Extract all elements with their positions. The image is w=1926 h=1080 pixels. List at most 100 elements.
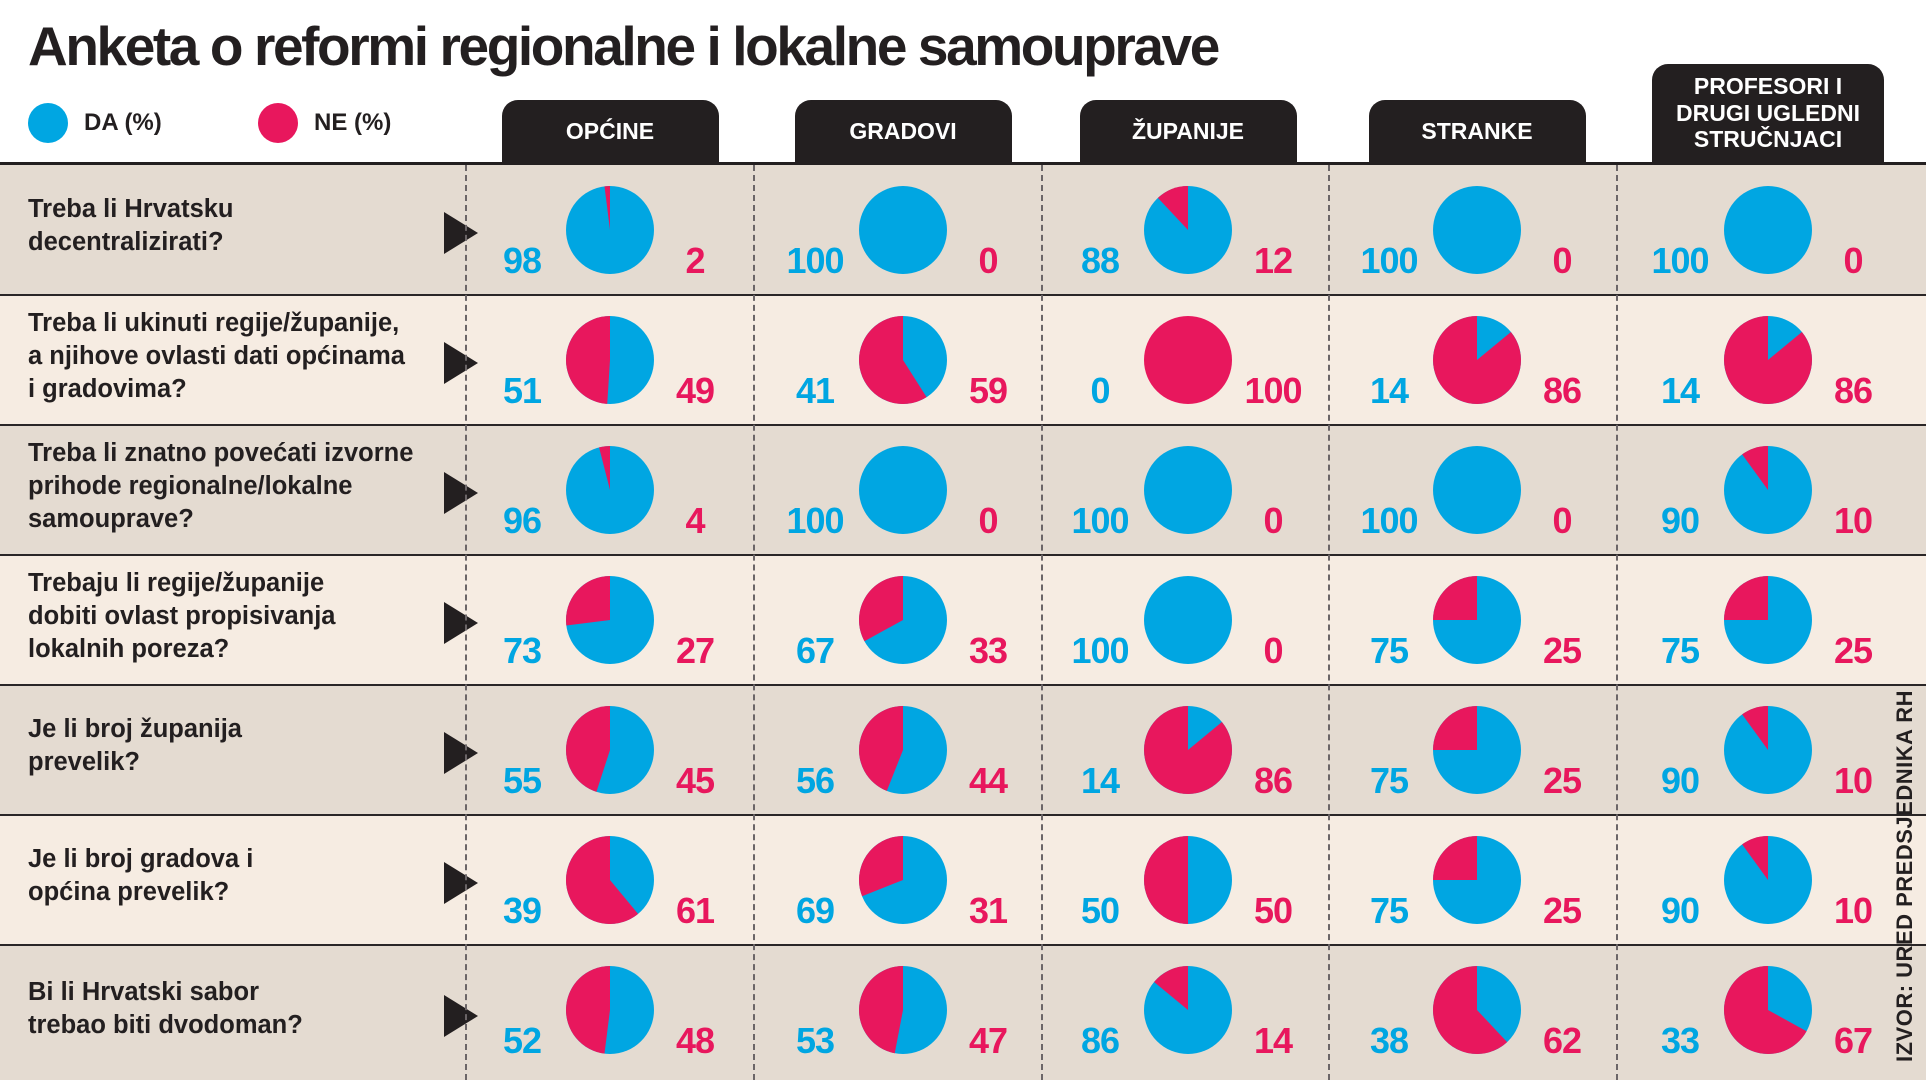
triangle-right-icon <box>444 342 478 384</box>
value-no: 0 <box>1263 500 1283 541</box>
value-no: 50 <box>1253 890 1293 931</box>
row-separator <box>0 684 1926 686</box>
question-text: Treba li Hrvatsku decentralizirati? <box>28 195 234 257</box>
value-yes: 86 <box>1080 1020 1120 1061</box>
value-no: 48 <box>675 1020 715 1061</box>
legend-no-label: NE (%) <box>314 109 392 136</box>
pie-chart <box>566 836 654 925</box>
value-no: 0 <box>978 500 998 541</box>
pie-chart <box>1144 186 1232 274</box>
value-yes: 98 <box>502 240 542 281</box>
pie-chart <box>566 576 654 664</box>
group-tab-0: OPĆINE <box>501 100 719 162</box>
triangle-right-icon <box>444 994 478 1037</box>
value-no: 10 <box>1833 760 1873 801</box>
pie-chart <box>566 706 654 794</box>
value-no: 86 <box>1253 760 1293 801</box>
pie-chart <box>1433 966 1521 1054</box>
value-yes: 14 <box>1080 760 1120 801</box>
row-separator <box>0 424 1926 426</box>
pie-slice-no <box>1433 966 1508 1054</box>
triangle-right-icon <box>444 602 478 644</box>
pie-chart <box>565 966 654 1054</box>
question-row: Trebaju li regije/županije dobiti ovlast… <box>0 555 1926 685</box>
column-divider <box>1616 165 1618 1080</box>
survey-rows: Treba li Hrvatsku decentralizirati? Treba… <box>0 165 1926 1080</box>
value-no: 2 <box>685 240 705 281</box>
pie-slice-no <box>566 316 610 404</box>
pie-chart <box>859 446 947 534</box>
value-yes: 67 <box>795 630 835 671</box>
pie-chart <box>566 316 654 404</box>
value-yes: 75 <box>1369 760 1409 801</box>
value-yes: 50 <box>1080 890 1120 931</box>
group-tab-4: PROFESORI I DRUGI UGLEDNI STRUČNJACI <box>1652 64 1884 162</box>
value-yes: 33 <box>1660 1020 1700 1061</box>
triangle-right-icon <box>444 732 478 774</box>
chart-title: Anketa o reformi regionalne i lokalne sa… <box>28 15 1220 77</box>
pie-chart <box>1144 446 1232 534</box>
pie-chart <box>566 446 654 534</box>
value-no: 33 <box>968 630 1008 671</box>
pie-chart <box>1433 316 1521 405</box>
pie-slice-no <box>1742 836 1768 880</box>
value-no: 67 <box>1833 1020 1873 1061</box>
pie-chart <box>1433 446 1521 534</box>
pie-chart <box>1724 836 1812 924</box>
pie-chart <box>858 316 947 404</box>
pie-slice-yes <box>1433 446 1521 534</box>
pie-slice-no <box>1724 316 1812 404</box>
pie-slice-no <box>858 316 927 404</box>
row-separator <box>0 944 1926 946</box>
value-yes: 100 <box>1360 500 1418 541</box>
pie-chart <box>1433 576 1521 664</box>
value-yes: 73 <box>502 630 542 671</box>
pie-slice-no <box>1144 706 1233 794</box>
question-row: Treba li znatno povećati izvorne prihode… <box>0 425 1926 555</box>
pie-slice-no <box>1144 316 1232 404</box>
value-no: 86 <box>1833 370 1873 411</box>
value-no: 14 <box>1253 1020 1293 1061</box>
value-yes: 14 <box>1369 370 1409 411</box>
value-yes: 96 <box>502 500 542 541</box>
pie-slice-no <box>604 186 610 230</box>
pie-chart <box>1144 316 1232 404</box>
value-no: 12 <box>1253 240 1293 281</box>
pie-chart <box>1144 576 1232 664</box>
value-yes: 90 <box>1660 760 1700 801</box>
value-yes: 88 <box>1080 240 1120 281</box>
pie-slice-no <box>859 706 903 791</box>
value-yes: 90 <box>1660 500 1700 541</box>
pie-slice-no <box>1154 966 1188 1010</box>
legend-yes: DA (%) <box>28 103 162 143</box>
value-no: 10 <box>1833 500 1873 541</box>
header-rule <box>0 162 1926 165</box>
value-yes: 41 <box>795 370 835 411</box>
legend-yes-label: DA (%) <box>84 109 162 136</box>
value-yes: 75 <box>1369 890 1409 931</box>
column-divider <box>465 165 467 1080</box>
group-tab-2: ŽUPANIJE <box>1079 100 1297 162</box>
pie-slice-no <box>1433 836 1477 880</box>
triangle-right-icon <box>444 472 478 514</box>
value-no: 31 <box>968 890 1008 931</box>
legend-no-swatch <box>258 103 298 143</box>
pie-chart <box>1724 186 1812 274</box>
question-text: Trebaju li regije/županije dobiti ovlast… <box>28 568 336 663</box>
pie-chart <box>1724 316 1812 404</box>
pie-chart <box>859 576 947 664</box>
value-yes: 51 <box>502 370 542 411</box>
column-divider <box>753 165 755 1080</box>
pie-slice-no <box>599 446 610 490</box>
value-yes: 75 <box>1369 630 1409 671</box>
pie-slice-no <box>566 576 610 626</box>
pie-chart <box>1144 966 1232 1054</box>
pie-slice-no <box>859 966 903 1054</box>
group-tab-3: STRANKE <box>1368 100 1586 162</box>
pie-slice-yes <box>1724 186 1812 274</box>
value-no: 0 <box>1263 630 1283 671</box>
value-no: 59 <box>968 370 1008 411</box>
triangle-right-icon <box>444 862 478 904</box>
pie-slice-no <box>566 836 639 925</box>
